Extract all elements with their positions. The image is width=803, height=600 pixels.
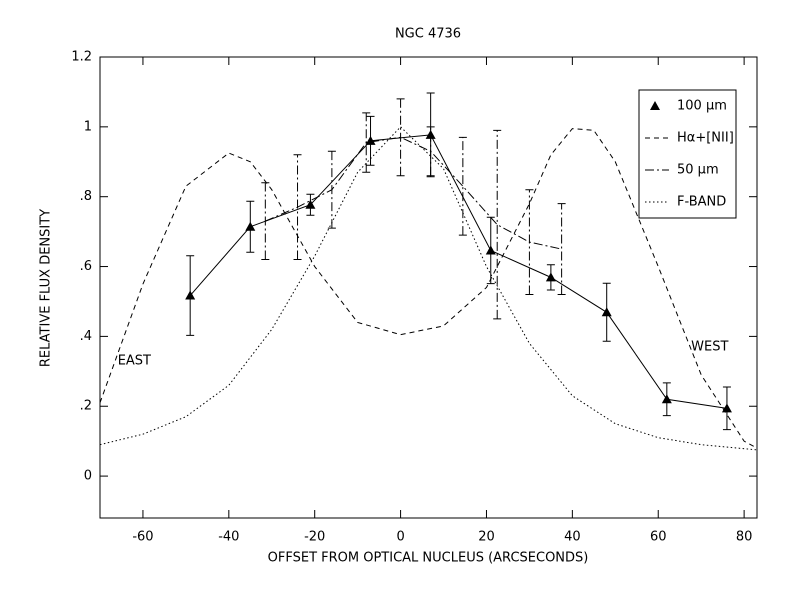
error-bar — [293, 154, 302, 261]
error-bar — [557, 203, 566, 295]
y-tick-label: 0 — [84, 469, 92, 484]
marker — [365, 135, 376, 145]
marker — [305, 199, 316, 209]
x-tick-label: 60 — [650, 530, 667, 545]
legend-label: F-BAND — [677, 195, 726, 210]
error-bar — [327, 150, 336, 229]
x-tick-label: 80 — [736, 530, 753, 545]
y-tick-label: .4 — [80, 329, 92, 344]
error-bar — [493, 129, 502, 320]
legend-label: 50 μm — [677, 163, 719, 178]
x-tick-label: -20 — [304, 530, 325, 545]
marker — [601, 307, 612, 317]
error-bar — [396, 98, 405, 177]
y-tick-label: 1 — [84, 119, 92, 134]
error-bar — [458, 136, 467, 236]
series-line — [265, 136, 562, 250]
x-tick-label: 20 — [478, 530, 495, 545]
legend-marker — [650, 101, 660, 110]
y-tick-label: .2 — [80, 399, 92, 414]
plot-frame — [99, 56, 758, 519]
marker — [485, 245, 496, 255]
y-tick-label: .8 — [80, 189, 92, 204]
x-tick-label: 40 — [564, 530, 581, 545]
y-axis-label: RELATIVE FLUX DENSITY — [39, 209, 54, 367]
marker — [661, 394, 672, 404]
x-tick-label: -40 — [218, 530, 239, 545]
x-tick-label: -60 — [132, 530, 153, 545]
series-line — [99, 128, 758, 449]
legend-label: Hα+[NII] — [677, 131, 734, 146]
x-tick-label: 0 — [396, 530, 404, 545]
x-axis-label: OFFSET FROM OPTICAL NUCLEUS (ARCSECONDS) — [268, 551, 589, 566]
legend-label: 100 μm — [677, 99, 727, 114]
error-bar — [261, 182, 270, 261]
annotation: WEST — [691, 339, 728, 354]
annotation: EAST — [118, 353, 151, 368]
series-line — [189, 134, 728, 409]
marker — [545, 272, 556, 282]
error-bar — [362, 112, 371, 173]
error-bar — [426, 126, 435, 177]
series-line — [99, 126, 758, 451]
chart-title: NGC 4736 — [395, 27, 461, 42]
error-bar — [525, 189, 534, 295]
y-tick-label: 1.2 — [71, 50, 92, 65]
y-tick-label: .6 — [80, 259, 92, 274]
legend-box — [638, 89, 737, 219]
marker — [185, 290, 196, 300]
marker — [245, 221, 256, 231]
